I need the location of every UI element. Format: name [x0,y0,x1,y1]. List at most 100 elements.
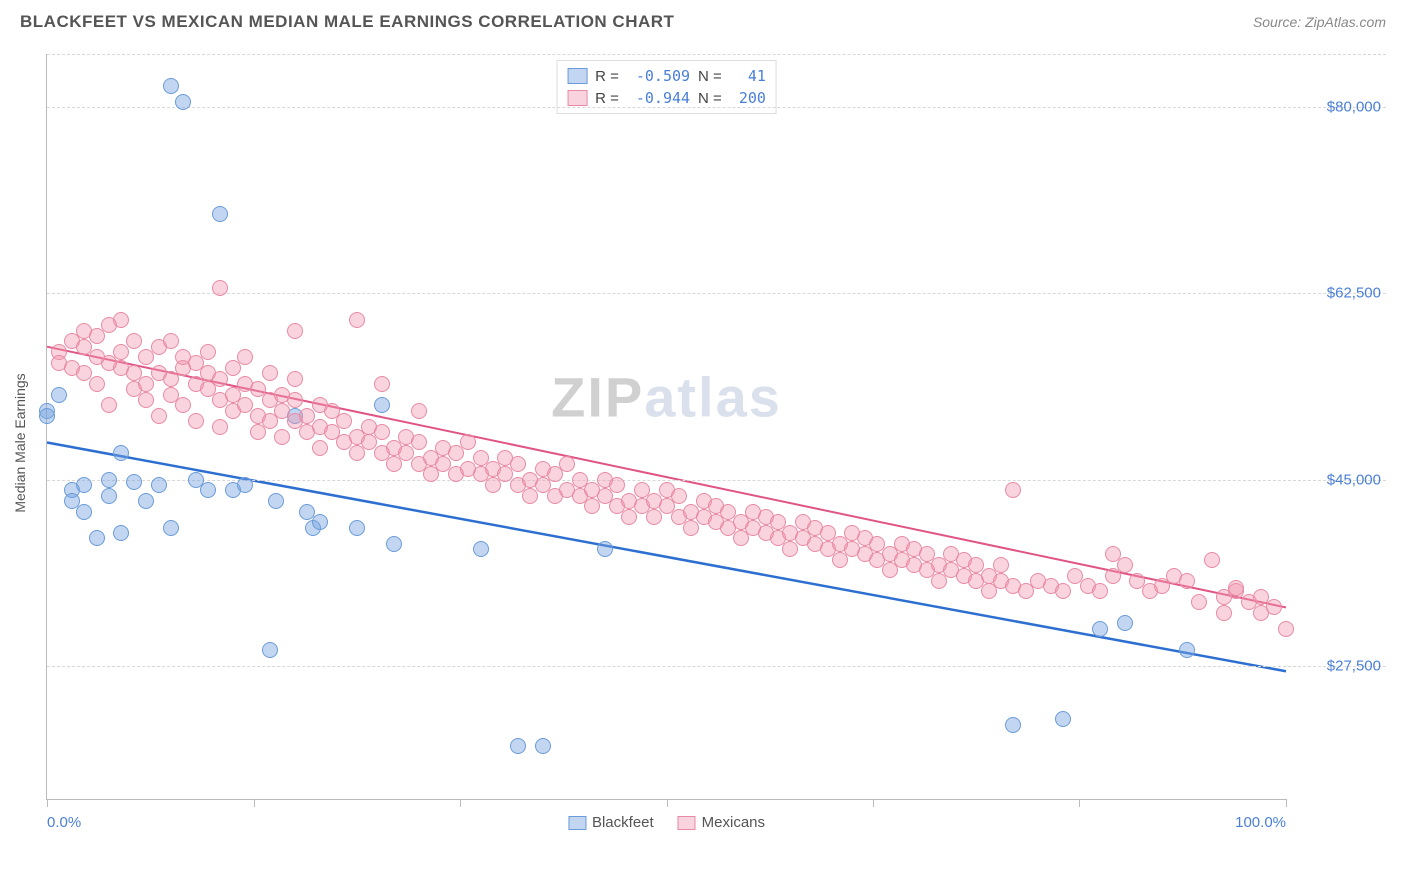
data-point [1117,557,1133,573]
data-point [188,413,204,429]
data-point [1092,583,1108,599]
data-point [460,434,476,450]
legend-n-value: 41 [730,67,766,85]
data-point [374,397,390,413]
legend-series: Blackfeet Mexicans [568,814,765,831]
data-point [51,387,67,403]
plot-area: ZIPatlas R = -0.509 N = 41R = -0.944 N =… [46,54,1286,800]
data-point [76,504,92,520]
data-point [312,514,328,530]
data-point [175,94,191,110]
data-point [268,493,284,509]
data-point [89,530,105,546]
chart-header: BLACKFEET VS MEXICAN MEDIAN MALE EARNING… [0,0,1406,40]
data-point [1179,573,1195,589]
legend-item: Blackfeet [568,814,654,831]
data-point [411,434,427,450]
x-tick [460,799,461,807]
data-point [1216,605,1232,621]
legend-swatch [567,68,587,84]
data-point [200,344,216,360]
data-point [138,493,154,509]
data-point [113,312,129,328]
x-tick [47,799,48,807]
data-point [1092,621,1108,637]
data-point [212,419,228,435]
data-point [559,456,575,472]
data-point [126,333,142,349]
data-point [1278,621,1294,637]
data-point [113,525,129,541]
data-point [262,365,278,381]
legend-swatch [567,90,587,106]
gridline [47,107,1386,108]
legend-item: Mexicans [678,814,765,831]
x-tick-label: 0.0% [47,814,81,831]
data-point [126,474,142,490]
data-point [411,403,427,419]
legend-n-value: 200 [730,89,766,107]
data-point [287,323,303,339]
data-point [151,408,167,424]
data-point [1055,711,1071,727]
gridline [47,666,1386,667]
legend-r-value: -0.944 [627,89,690,107]
data-point [163,520,179,536]
data-point [138,392,154,408]
data-point [151,477,167,493]
data-point [76,477,92,493]
x-tick [873,799,874,807]
source-attribution: Source: ZipAtlas.com [1253,14,1386,30]
data-point [1266,599,1282,615]
data-point [163,333,179,349]
y-tick-label: $62,500 [1327,285,1381,302]
x-tick [1079,799,1080,807]
data-point [101,397,117,413]
data-point [262,642,278,658]
chart-title: BLACKFEET VS MEXICAN MEDIAN MALE EARNING… [20,12,674,32]
x-tick [667,799,668,807]
legend-row: R = -0.944 N = 200 [567,87,766,109]
data-point [349,520,365,536]
data-point [597,541,613,557]
y-axis-label: Median Male Earnings [12,373,28,512]
data-point [101,472,117,488]
y-tick-label: $80,000 [1327,99,1381,116]
data-point [113,445,129,461]
chart-container: Median Male Earnings ZIPatlas R = -0.509… [46,54,1386,832]
data-point [993,557,1009,573]
legend-label: Blackfeet [592,814,654,831]
y-tick-label: $45,000 [1327,471,1381,488]
data-point [671,488,687,504]
data-point [374,424,390,440]
data-point [274,429,290,445]
data-point [473,541,489,557]
data-point [510,738,526,754]
legend-r-label: R = [595,90,619,107]
data-point [163,78,179,94]
data-point [312,440,328,456]
data-point [39,408,55,424]
data-point [1204,552,1220,568]
data-point [175,397,191,413]
data-point [510,456,526,472]
trend-lines [47,54,1286,799]
x-tick [254,799,255,807]
data-point [609,477,625,493]
data-point [1005,717,1021,733]
data-point [1228,580,1244,596]
legend-r-label: R = [595,68,619,85]
trend-line [47,442,1286,671]
data-point [1191,594,1207,610]
data-point [386,536,402,552]
legend-label: Mexicans [702,814,765,831]
data-point [212,206,228,222]
data-point [212,280,228,296]
y-tick-label: $27,500 [1327,657,1381,674]
data-point [287,392,303,408]
legend-swatch [678,816,696,830]
legend-r-value: -0.509 [627,67,690,85]
watermark: ZIPatlas [551,364,782,429]
data-point [374,376,390,392]
data-point [336,413,352,429]
